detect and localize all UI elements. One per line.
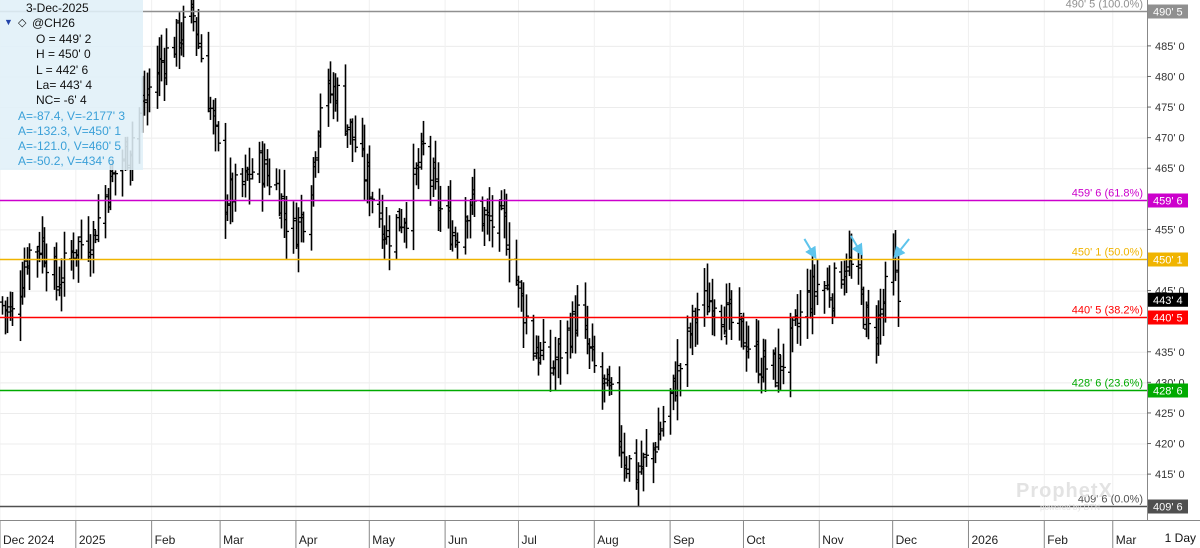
quote-last: La= 443' 4: [36, 78, 93, 92]
y-tick-label: 415' 0: [1155, 469, 1185, 481]
last-price-text: 443' 4: [1153, 295, 1183, 307]
x-tick-label: Feb: [1047, 533, 1068, 547]
fib-price-badge: [1148, 4, 1188, 19]
fib-label-fib_50: 450' 1 (50.0%): [1072, 247, 1143, 259]
annotation-arrow: [850, 235, 863, 257]
fib-price-badge-text: 409' 6: [1153, 502, 1183, 514]
y-tick-label: 455' 0: [1155, 224, 1185, 236]
fib-price-badge: [1148, 252, 1188, 267]
quote-net-change: NC= -6' 4: [36, 93, 87, 107]
fib-price-badge-text: 428' 6: [1153, 386, 1183, 398]
x-tick-label: Mar: [1116, 533, 1137, 547]
quote-date: 3-Dec-2025: [26, 1, 89, 15]
prophetx-watermark-logo: ProphetX: [1016, 480, 1113, 502]
x-tick-label: May: [372, 533, 395, 547]
price-labels: 490' 5 459' 6 450' 1 440' 5 428' 6 409' 6 443'…: [1148, 4, 1188, 514]
fib-label-fib_618: 459' 6 (61.8%): [1072, 188, 1143, 200]
quote-low: L = 442' 6: [36, 63, 89, 77]
x-tick-label: Aug: [597, 533, 618, 547]
fib-label-fib_0: 409' 6 (0.0%): [1078, 494, 1143, 506]
fib-label-fib_100: 490' 5 (100.0%): [1066, 0, 1143, 11]
x-tick-label: 2025: [79, 533, 106, 547]
x-axis-ticks: Dec 2024 2025 Feb Mar Apr May Jun Jul Aug Sep Oct N…: [0, 520, 1136, 548]
dtn-watermark-logo: powered by DTN: [1040, 503, 1101, 512]
x-tick-label: Oct: [746, 533, 765, 547]
moving-average-3: A=-121.0, V=460' 5: [18, 139, 122, 153]
y-tick-label: 425' 0: [1155, 408, 1185, 420]
x-tick-label: Dec 2024: [3, 533, 55, 547]
x-tick-label: Dec: [896, 533, 917, 547]
x-tick-label: 2026: [971, 533, 998, 547]
y-tick-label: 470' 0: [1155, 133, 1185, 145]
x-tick-label: Jul: [521, 533, 536, 547]
x-tick-label: Apr: [299, 533, 318, 547]
fib-price-badge: [1148, 383, 1188, 398]
moving-average-4: A=-50.2, V=434' 6: [18, 154, 115, 168]
collapse-triangle-icon[interactable]: ▼: [4, 17, 13, 27]
y-tick-label: 480' 0: [1155, 71, 1185, 83]
fibonacci-levels: 490' 5 (100.0%) 459' 6 (61.8%) 450' 1 (50.…: [0, 0, 1147, 508]
moving-average-1: A=-87.4, V=-2177' 3: [18, 109, 126, 123]
fib-price-badge-text: 440' 5: [1153, 313, 1183, 325]
quote-open: O = 449' 2: [36, 32, 92, 46]
x-tick-label: Nov: [822, 533, 843, 547]
y-tick-label: 485' 0: [1155, 41, 1185, 53]
fib-price-badge: [1148, 310, 1188, 325]
last-price-badge: [1148, 292, 1188, 307]
x-tick-label: Mar: [223, 533, 244, 547]
x-tick-label: Jun: [448, 533, 467, 547]
x-tick-label: Feb: [155, 533, 176, 547]
annotation-arrows: [803, 235, 910, 260]
y-tick-label: 465' 0: [1155, 163, 1185, 175]
x-tick-label: Sep: [673, 533, 695, 547]
y-tick-label: 420' 0: [1155, 439, 1185, 451]
diamond-icon: ◇: [18, 17, 27, 29]
quote-high: H = 450' 0: [36, 47, 91, 61]
y-tick-label: 435' 0: [1155, 347, 1185, 359]
moving-average-2: A=-132.3, V=450' 1: [18, 124, 122, 138]
annotation-arrow: [803, 238, 817, 260]
quote-info-panel: ▼ ◇ 3-Dec-2025 @CH26 O = 449' 2 H = 450'…: [0, 0, 143, 170]
fib-price-badge-text: 490' 5: [1153, 7, 1183, 19]
fib-price-badge-text: 450' 1: [1153, 255, 1183, 267]
quote-symbol: @CH26: [32, 16, 75, 30]
annotation-arrow: [893, 238, 910, 259]
fib-price-badge: [1148, 499, 1188, 514]
fib-label-fib_236: 428' 6 (23.6%): [1072, 378, 1143, 390]
interval-selector[interactable]: 1 Day: [1164, 531, 1196, 545]
fib-price-badge-text: 459' 6: [1153, 196, 1183, 208]
fib-label-fib_382: 440' 5 (38.2%): [1072, 305, 1143, 317]
fib-price-badge: [1148, 193, 1188, 208]
y-tick-label: 475' 0: [1155, 102, 1185, 114]
